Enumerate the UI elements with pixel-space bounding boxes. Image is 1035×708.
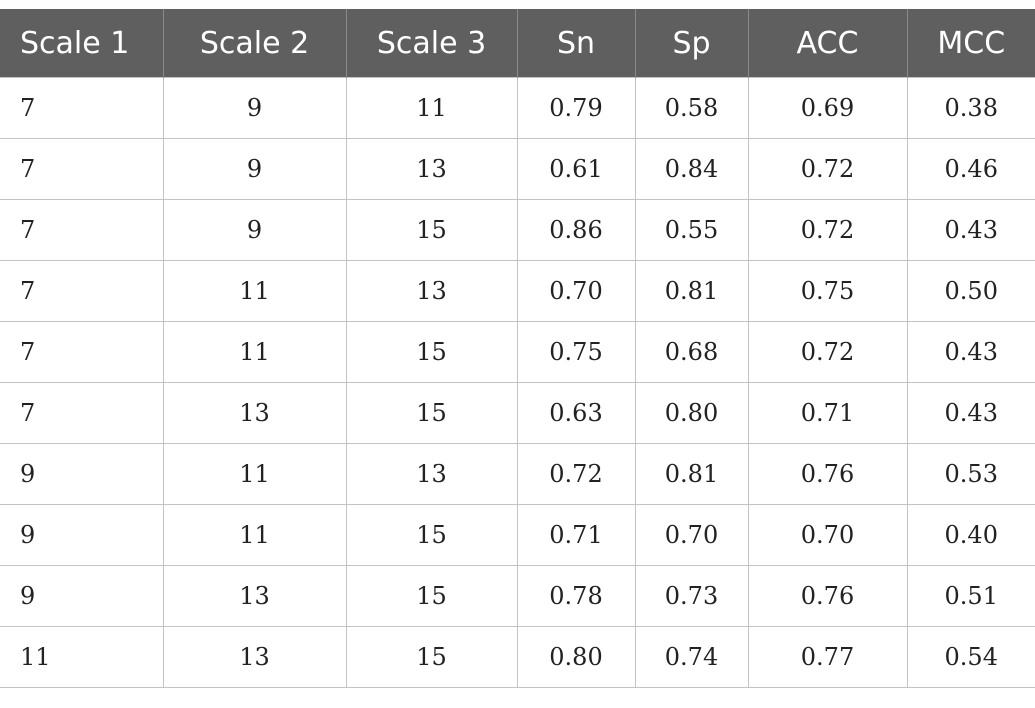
table-cell: 13 — [345, 260, 518, 322]
table-cell: 0.72 — [516, 443, 636, 505]
table-cell: 0.81 — [634, 443, 749, 505]
table-cell: 7 — [0, 260, 164, 322]
table-cell: 0.70 — [634, 504, 749, 566]
table-row: 7 11 13 0.70 0.81 0.75 0.50 — [0, 260, 1035, 322]
table-cell: 15 — [345, 565, 518, 627]
table-cell: 0.61 — [516, 138, 636, 200]
table-row: 9 13 15 0.78 0.73 0.76 0.51 — [0, 565, 1035, 627]
table-cell: 0.80 — [634, 382, 749, 444]
table-cell: 0.78 — [516, 565, 636, 627]
table-cell: 11 — [0, 626, 164, 688]
table-cell: 0.51 — [906, 565, 1035, 627]
table-cell: 7 — [0, 138, 164, 200]
table-cell: 0.76 — [747, 565, 908, 627]
table-row: 7 13 15 0.63 0.80 0.71 0.43 — [0, 382, 1035, 444]
header-row: Scale 1 Scale 2 Scale 3 Sn Sp ACC MCC — [0, 9, 1035, 78]
table-cell: 11 — [162, 504, 347, 566]
table-cell: 0.86 — [516, 199, 636, 261]
header-scale-2: Scale 2 — [162, 9, 347, 78]
table-row: 9 11 13 0.72 0.81 0.76 0.53 — [0, 443, 1035, 505]
table-cell: 0.40 — [906, 504, 1035, 566]
table-cell: 13 — [162, 565, 347, 627]
table-cell: 15 — [345, 382, 518, 444]
table-cell: 11 — [162, 321, 347, 383]
table-cell: 0.43 — [906, 382, 1035, 444]
table-row: 7 11 15 0.75 0.68 0.72 0.43 — [0, 321, 1035, 383]
header-sn: Sn — [516, 9, 636, 78]
table-cell: 13 — [162, 382, 347, 444]
table-cell: 11 — [162, 260, 347, 322]
table-cell: 0.73 — [634, 565, 749, 627]
table-cell: 15 — [345, 321, 518, 383]
table-row: 7 9 13 0.61 0.84 0.72 0.46 — [0, 138, 1035, 200]
table-cell: 0.63 — [516, 382, 636, 444]
table-cell: 9 — [0, 443, 164, 505]
table-cell: 0.72 — [747, 199, 908, 261]
table-cell: 0.69 — [747, 77, 908, 139]
header-scale-3: Scale 3 — [345, 9, 518, 78]
table-cell: 0.71 — [747, 382, 908, 444]
table-cell: 0.81 — [634, 260, 749, 322]
table-row: 9 11 15 0.71 0.70 0.70 0.40 — [0, 504, 1035, 566]
table-cell: 0.76 — [747, 443, 908, 505]
table-cell: 15 — [345, 504, 518, 566]
table-cell: 9 — [162, 77, 347, 139]
header-acc: ACC — [747, 9, 908, 78]
table-cell: 0.43 — [906, 321, 1035, 383]
table-cell: 13 — [345, 138, 518, 200]
table-cell: 11 — [345, 77, 518, 139]
table-cell: 0.55 — [634, 199, 749, 261]
table-cell: 9 — [162, 138, 347, 200]
table-cell: 0.72 — [747, 321, 908, 383]
table-cell: 15 — [345, 626, 518, 688]
table-cell: 0.54 — [906, 626, 1035, 688]
table-cell: 7 — [0, 321, 164, 383]
table-cell: 0.43 — [906, 199, 1035, 261]
table-cell: 15 — [345, 199, 518, 261]
table-cell: 7 — [0, 199, 164, 261]
table-cell: 0.74 — [634, 626, 749, 688]
results-table: Scale 1 Scale 2 Scale 3 Sn Sp ACC MCC 7 … — [0, 9, 1035, 688]
table-cell: 0.58 — [634, 77, 749, 139]
table-row: 7 9 11 0.79 0.58 0.69 0.38 — [0, 77, 1035, 139]
table-cell: 0.50 — [906, 260, 1035, 322]
table-cell: 0.72 — [747, 138, 908, 200]
header-scale-1: Scale 1 — [0, 9, 164, 78]
table-cell: 13 — [345, 443, 518, 505]
table-cell: 0.75 — [747, 260, 908, 322]
table-cell: 0.70 — [516, 260, 636, 322]
table-cell: 0.77 — [747, 626, 908, 688]
table-cell: 9 — [0, 565, 164, 627]
table-cell: 0.53 — [906, 443, 1035, 505]
table-cell: 7 — [0, 382, 164, 444]
header-sp: Sp — [634, 9, 749, 78]
table-row: 11 13 15 0.80 0.74 0.77 0.54 — [0, 626, 1035, 688]
table-cell: 0.46 — [906, 138, 1035, 200]
table-cell: 0.79 — [516, 77, 636, 139]
table-cell: 9 — [0, 504, 164, 566]
table-row: 7 9 15 0.86 0.55 0.72 0.43 — [0, 199, 1035, 261]
table-cell: 0.68 — [634, 321, 749, 383]
table-cell: 0.80 — [516, 626, 636, 688]
header-mcc: MCC — [906, 9, 1035, 78]
table-cell: 0.70 — [747, 504, 908, 566]
table-cell: 9 — [162, 199, 347, 261]
table-cell: 0.84 — [634, 138, 749, 200]
table-cell: 0.38 — [906, 77, 1035, 139]
table-cell: 11 — [162, 443, 347, 505]
table-cell: 0.75 — [516, 321, 636, 383]
table-cell: 13 — [162, 626, 347, 688]
table-cell: 7 — [0, 77, 164, 139]
table-cell: 0.71 — [516, 504, 636, 566]
